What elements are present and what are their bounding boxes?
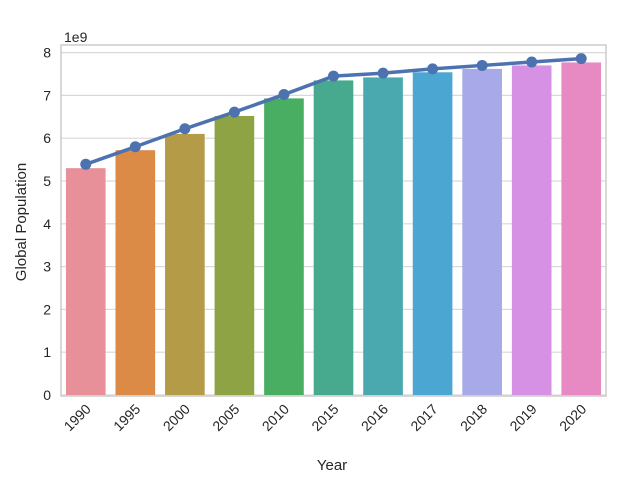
x-tick-label: 2000 bbox=[160, 401, 193, 434]
bar-2019 bbox=[511, 65, 552, 395]
x-tick-label: 2010 bbox=[259, 401, 292, 434]
line-point-1990 bbox=[80, 158, 92, 170]
line-point-2010 bbox=[278, 89, 290, 101]
y-tick-label: 2 bbox=[43, 301, 51, 317]
y-tick-label: 8 bbox=[43, 45, 51, 61]
x-tick-label: 2005 bbox=[209, 401, 242, 434]
y-tick-label: 3 bbox=[43, 259, 51, 275]
y-offset-label: 1e9 bbox=[64, 29, 88, 45]
x-tick-label: 2015 bbox=[308, 401, 341, 434]
bar-1990 bbox=[65, 168, 106, 395]
y-tick-label: 6 bbox=[43, 130, 51, 146]
bar-2020 bbox=[561, 62, 602, 395]
line-point-2016 bbox=[377, 67, 389, 79]
y-axis-label: Global Population bbox=[13, 163, 30, 281]
x-tick-label: 2020 bbox=[556, 401, 589, 434]
bar-2018 bbox=[462, 68, 502, 395]
y-tick-label: 0 bbox=[43, 387, 51, 403]
bar-2010 bbox=[264, 98, 304, 396]
x-tick-label: 2018 bbox=[457, 401, 490, 434]
line-point-1995 bbox=[129, 141, 141, 153]
y-tick-label: 4 bbox=[43, 216, 51, 232]
bar-2017 bbox=[412, 72, 453, 396]
line-point-2020 bbox=[575, 53, 587, 65]
y-tick-label: 1 bbox=[43, 344, 51, 360]
bar-2005 bbox=[214, 115, 255, 395]
bar-2015 bbox=[313, 80, 354, 396]
line-point-2015 bbox=[328, 70, 339, 82]
line-point-2005 bbox=[228, 106, 240, 118]
x-axis-label: Year bbox=[317, 457, 347, 474]
x-tick-label: 2016 bbox=[358, 401, 391, 434]
y-tick-label: 5 bbox=[43, 173, 51, 189]
line-point-2017 bbox=[427, 63, 439, 75]
x-tick-label: 2019 bbox=[506, 401, 539, 434]
plot-frame bbox=[60, 44, 607, 397]
line-point-2018 bbox=[476, 59, 488, 71]
x-tick-label: 1995 bbox=[110, 401, 143, 434]
bar-1995 bbox=[115, 150, 156, 395]
x-tick-label: 2017 bbox=[407, 401, 440, 434]
x-tick-label: 1990 bbox=[61, 401, 94, 434]
bar-2016 bbox=[363, 77, 403, 395]
bar-2000 bbox=[165, 133, 205, 396]
y-tick-label: 7 bbox=[43, 87, 51, 103]
line-point-2019 bbox=[526, 56, 538, 68]
line-point-2000 bbox=[179, 123, 191, 135]
